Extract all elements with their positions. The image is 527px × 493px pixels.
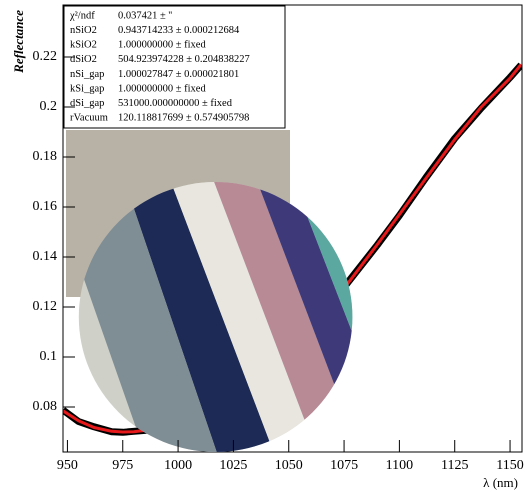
- stats-box: [63, 5, 286, 129]
- stats: χ²/ndf 0.037421 ± '' nSiO2 0.943714233 ± 0.…: [69, 10, 250, 123]
- y-tick-label: 0.16: [33, 199, 58, 214]
- y-tick-label: 0.1: [40, 349, 58, 364]
- y-tick-label: 0.08: [33, 399, 58, 414]
- y-tick-label: 0.14: [33, 249, 58, 264]
- stat-label: kSi_gap: [70, 83, 104, 94]
- stat-value: 0.037421 ± '': [118, 10, 172, 21]
- stat-label: rVacuum: [70, 113, 108, 124]
- x-tick-label: 1050: [275, 458, 303, 473]
- inset-photo: [66, 130, 353, 453]
- y-tick-label: 0.22: [33, 49, 58, 64]
- stat-label: nSi_gap: [70, 69, 104, 80]
- stat-label: χ²/ndf: [69, 10, 95, 21]
- stat-label: dSi_gap: [70, 98, 104, 109]
- stat-label: dSiO2: [70, 54, 97, 65]
- x-tick-label: 1150: [496, 458, 523, 473]
- stat-value: 1.000027847 ± 0.000021801: [118, 69, 239, 80]
- stat-value: 531000.000000000 ± fixed: [118, 98, 233, 109]
- y-axis-title: Reflectance: [11, 10, 26, 74]
- stat-value: 1.000000000 ± fixed: [118, 83, 206, 94]
- x-tick-label: 1125: [441, 458, 468, 473]
- x-axis-title: λ (nm): [483, 475, 518, 490]
- stat-label: kSiO2: [70, 40, 97, 51]
- x-tick-label: 975: [112, 458, 133, 473]
- stat-value: 120.118817699 ± 0.574905798: [118, 113, 249, 124]
- x-tick-label: 1000: [164, 458, 192, 473]
- x-tick-label: 950: [57, 458, 78, 473]
- x-tick-label: 1025: [219, 458, 247, 473]
- x-tick-label: 1075: [330, 458, 358, 473]
- y-tick-label: 0.12: [33, 299, 58, 314]
- y-tick-label: 0.2: [40, 99, 58, 114]
- stat-value: 504.923974228 ± 0.204838227: [118, 54, 250, 65]
- y-tick-label: 0.18: [33, 149, 58, 164]
- x-tick-label: 1100: [386, 458, 413, 473]
- stat-label: nSiO2: [70, 25, 97, 36]
- stat-value: 1.000000000 ± fixed: [118, 40, 206, 51]
- frame: [62, 4, 523, 453]
- stat-value: 0.943714233 ± 0.000212684: [118, 25, 240, 36]
